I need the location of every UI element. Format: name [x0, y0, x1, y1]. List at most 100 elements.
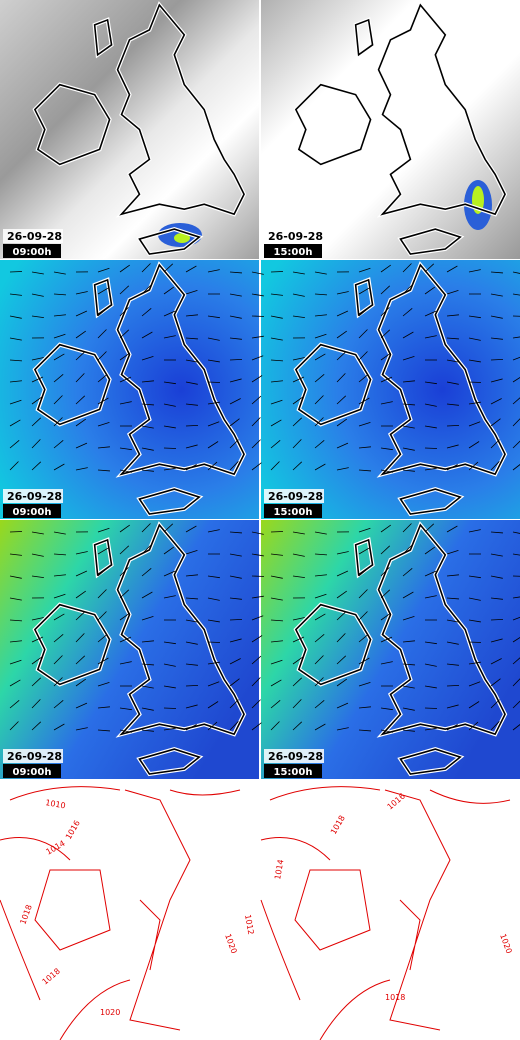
wind-arrow: [292, 417, 303, 427]
wind-arrow: [512, 637, 520, 643]
wind-arrow: [9, 461, 19, 471]
wind-arrow: [314, 395, 324, 405]
wind-arrow: [424, 381, 437, 385]
wind-arrow: [141, 308, 152, 317]
time-bg: [3, 504, 61, 518]
wind-arrow: [185, 403, 198, 406]
wind-arrow: [380, 376, 393, 383]
wind-arrow: [358, 307, 369, 317]
wind-arrow: [9, 619, 22, 622]
wind-arrow: [358, 287, 370, 295]
wind-arrow: [31, 293, 44, 297]
wind-arrow: [141, 568, 152, 577]
wind-arrow: [53, 574, 66, 577]
wind-arrow: [336, 310, 349, 317]
wind-arrow: [119, 307, 129, 317]
wind-arrow: [468, 619, 481, 623]
wind-arrow: [270, 531, 284, 533]
wind-arrow: [251, 462, 262, 471]
wind-arrow: [468, 401, 481, 405]
wind-arrow: [380, 264, 391, 273]
wind-arrow: [251, 439, 261, 449]
wind-arrow: [490, 418, 501, 427]
wind-arrow: [75, 467, 88, 471]
wind-arrow: [9, 271, 23, 273]
wind-arrow: [468, 315, 481, 319]
wind-arrow: [229, 721, 239, 731]
wind-arrow: [229, 461, 239, 471]
wind-arrow: [380, 352, 392, 361]
wind-arrow: [336, 633, 346, 643]
wind-arrow: [251, 335, 264, 339]
wind-arrow: [490, 678, 501, 687]
wind-arrow: [270, 597, 283, 601]
wind-arrow: [336, 727, 349, 731]
wind-arrow: [402, 425, 415, 429]
wind-arrow: [229, 575, 242, 579]
wind-arrow: [314, 353, 326, 361]
wind-arrow: [358, 634, 369, 643]
date-label: 26-09-28: [268, 230, 323, 243]
wind-arrow: [424, 685, 437, 689]
wind-arrow: [424, 286, 436, 295]
wind-arrow: [119, 329, 130, 339]
wind-arrow: [490, 638, 503, 643]
wind-arrow: [141, 355, 154, 361]
wind-arrow: [314, 613, 326, 621]
wind-arrow: [163, 467, 176, 471]
wind-arrow: [75, 442, 88, 449]
date-bg: [3, 749, 63, 763]
wind-arrow: [402, 568, 413, 577]
wind-arrow: [97, 329, 107, 339]
wind-arrow: [53, 700, 64, 709]
time-bg: [264, 764, 322, 778]
wind-arrow: [53, 373, 64, 383]
wind-arrow: [292, 656, 303, 665]
wind-arrow: [251, 355, 264, 361]
wind-arrow: [251, 655, 262, 665]
wind-arrow: [185, 704, 198, 709]
wind-arrow: [468, 337, 481, 341]
wind-arrow: [380, 707, 393, 711]
wind-arrow: [446, 641, 459, 645]
wind-arrow: [119, 264, 130, 273]
wind-arrow: [163, 310, 176, 317]
wind-arrow: [490, 658, 502, 665]
wind-arrow: [31, 677, 42, 687]
wind-arrow: [512, 464, 520, 471]
wind-arrow: [314, 314, 327, 317]
wind-arrow: [53, 395, 63, 405]
wind-arrow: [163, 570, 176, 577]
wind-arrow: [53, 593, 66, 599]
wind-arrow: [270, 699, 281, 709]
wind-arrow: [358, 547, 370, 555]
wind-arrow: [270, 575, 283, 579]
wind-arrow: [270, 640, 283, 643]
time-bg: [264, 504, 322, 518]
wind-arrow: [97, 567, 108, 577]
wind-arrow: [97, 634, 108, 643]
wind-arrow: [468, 661, 481, 665]
wind-arrow: [53, 440, 64, 449]
wind-arrow: [31, 461, 42, 471]
wind-arrow: [163, 595, 176, 599]
wind-arrow: [424, 727, 437, 731]
wind-arrow: [490, 293, 503, 297]
wind-arrow: [207, 701, 219, 709]
wind-arrow: [229, 699, 239, 709]
wind-arrow: [97, 397, 109, 405]
isobar-label: 1014: [273, 859, 285, 881]
wind-arrow: [446, 724, 458, 731]
wind-arrow: [9, 640, 22, 643]
wind-arrow: [207, 461, 218, 471]
wind-arrow: [358, 567, 369, 577]
wind-arrow: [185, 265, 197, 273]
time-label: 15:00h: [274, 507, 313, 518]
wind-arrow: [31, 575, 44, 579]
wind-arrow: [97, 657, 109, 665]
wind-arrow: [270, 380, 283, 383]
wind-arrow: [402, 615, 415, 621]
wind-arrow: [75, 310, 88, 317]
wind-arrow: [424, 310, 437, 317]
